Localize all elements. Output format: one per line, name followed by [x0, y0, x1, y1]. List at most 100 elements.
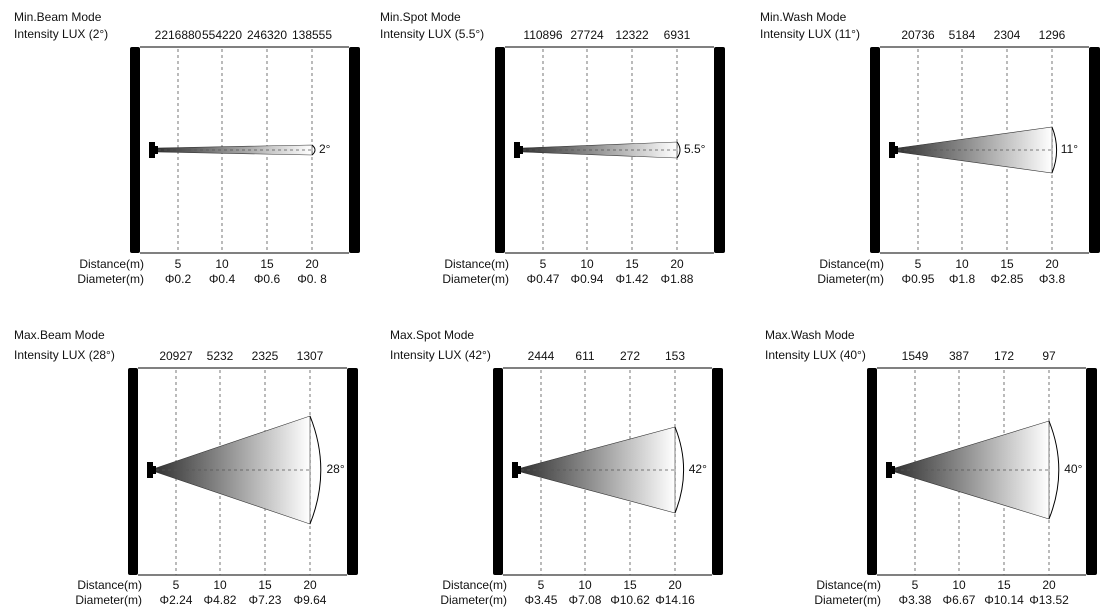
intensity-label: Intensity LUX (2°)	[14, 27, 108, 41]
diameter-label: Diameter(m)	[817, 272, 884, 286]
distance-value: 15	[260, 257, 274, 271]
angle-label: 40°	[1064, 462, 1082, 476]
lux-value: 110896	[523, 28, 562, 42]
mode-title: Max.Beam Mode	[14, 328, 105, 342]
lux-value: 2444	[528, 349, 555, 363]
left-wall	[495, 47, 505, 253]
angle-arc	[311, 144, 316, 156]
distance-value: 15	[997, 578, 1011, 592]
diameter-value: Φ2.24	[160, 593, 193, 607]
distance-value: 10	[213, 578, 227, 592]
left-wall	[493, 368, 503, 575]
distance-value: 20	[1042, 578, 1056, 592]
light-cone	[155, 415, 311, 525]
distance-label: Distance(m)	[444, 257, 509, 271]
mode-title: Min.Beam Mode	[14, 10, 102, 24]
lux-value: 246320	[247, 28, 287, 42]
light-cone	[897, 126, 1053, 174]
lux-value: 2216880	[155, 28, 202, 42]
light-cone	[157, 144, 313, 156]
light-cone	[894, 420, 1050, 520]
distance-value: 10	[215, 257, 229, 271]
diameter-value: Φ1.42	[616, 272, 649, 286]
mode-title: Min.Spot Mode	[380, 10, 461, 24]
left-wall	[130, 47, 140, 253]
diameter-value: Φ7.08	[569, 593, 602, 607]
diameter-value: Φ9.64	[294, 593, 327, 607]
distance-value: 20	[305, 257, 319, 271]
diameter-value: Φ2.85	[991, 272, 1024, 286]
angle-label: 2°	[319, 142, 331, 156]
distance-value: 5	[915, 257, 922, 271]
distance-value: 5	[173, 578, 180, 592]
distance-value: 20	[668, 578, 682, 592]
diameter-value: Φ10.14	[984, 593, 1024, 607]
light-cone	[522, 141, 678, 159]
distance-value: 5	[912, 578, 919, 592]
distance-value: 10	[955, 257, 969, 271]
distance-value: 15	[623, 578, 637, 592]
lux-value: 97	[1042, 349, 1056, 363]
diameter-value: Φ0.2	[165, 272, 192, 286]
diameter-value: Φ10.62	[610, 593, 650, 607]
lux-value: 6931	[664, 28, 691, 42]
lux-value: 387	[949, 349, 969, 363]
distance-value: 20	[1045, 257, 1059, 271]
diameter-value: Φ7.23	[249, 593, 282, 607]
right-wall	[1089, 47, 1100, 253]
diameter-label: Diameter(m)	[442, 272, 509, 286]
diameter-value: Φ6.67	[943, 593, 976, 607]
angle-label: 5.5°	[684, 142, 706, 156]
left-wall	[128, 368, 138, 575]
lux-value: 5232	[207, 349, 234, 363]
right-wall	[712, 368, 723, 575]
lux-value: 1296	[1039, 28, 1066, 42]
distance-value: 20	[303, 578, 317, 592]
distance-value: 5	[540, 257, 547, 271]
lux-value: 172	[994, 349, 1014, 363]
angle-label: 42°	[689, 462, 707, 476]
angle-label: 28°	[327, 462, 345, 476]
fixture	[889, 142, 898, 158]
left-wall	[870, 47, 880, 253]
mode-title: Max.Wash Mode	[765, 328, 855, 342]
angle-arc	[309, 415, 322, 525]
diameter-value: Φ0.95	[902, 272, 935, 286]
distance-label: Distance(m)	[79, 257, 144, 271]
intensity-label: Intensity LUX (40°)	[765, 348, 866, 362]
right-wall	[714, 47, 725, 253]
diameter-value: Φ1.88	[661, 272, 694, 286]
lux-value: 1549	[902, 349, 929, 363]
mode-title: Min.Wash Mode	[760, 10, 847, 24]
distance-value: 10	[580, 257, 594, 271]
fixture	[149, 142, 158, 158]
lux-value: 2304	[994, 28, 1021, 42]
right-wall	[1086, 368, 1097, 575]
light-cone	[520, 426, 676, 514]
intensity-label: Intensity LUX (5.5°)	[380, 27, 484, 41]
diameter-label: Diameter(m)	[77, 272, 144, 286]
angle-label: 11°	[1061, 142, 1078, 156]
diameter-value: Φ3.45	[525, 593, 558, 607]
lux-value: 27724	[570, 28, 604, 42]
distance-value: 5	[538, 578, 545, 592]
diameter-value: Φ0.47	[527, 272, 560, 286]
distance-label: Distance(m)	[77, 578, 142, 592]
intensity-label: Intensity LUX (11°)	[760, 27, 860, 41]
diameter-value: Φ0. 8	[297, 272, 327, 286]
diameter-value: Φ0.94	[571, 272, 604, 286]
diameter-value: Φ0.6	[254, 272, 281, 286]
right-wall	[347, 368, 358, 575]
distance-value: 15	[258, 578, 272, 592]
angle-arc	[1048, 420, 1060, 520]
distance-value: 10	[952, 578, 966, 592]
intensity-label: Intensity LUX (42°)	[390, 348, 491, 362]
diameter-value: Φ0.4	[209, 272, 236, 286]
intensity-label: Intensity LUX (28°)	[14, 348, 115, 362]
lux-value: 272	[620, 349, 640, 363]
distance-value: 10	[578, 578, 592, 592]
fixture	[514, 142, 523, 158]
lux-value: 1307	[297, 349, 324, 363]
diameter-value: Φ3.8	[1039, 272, 1066, 286]
